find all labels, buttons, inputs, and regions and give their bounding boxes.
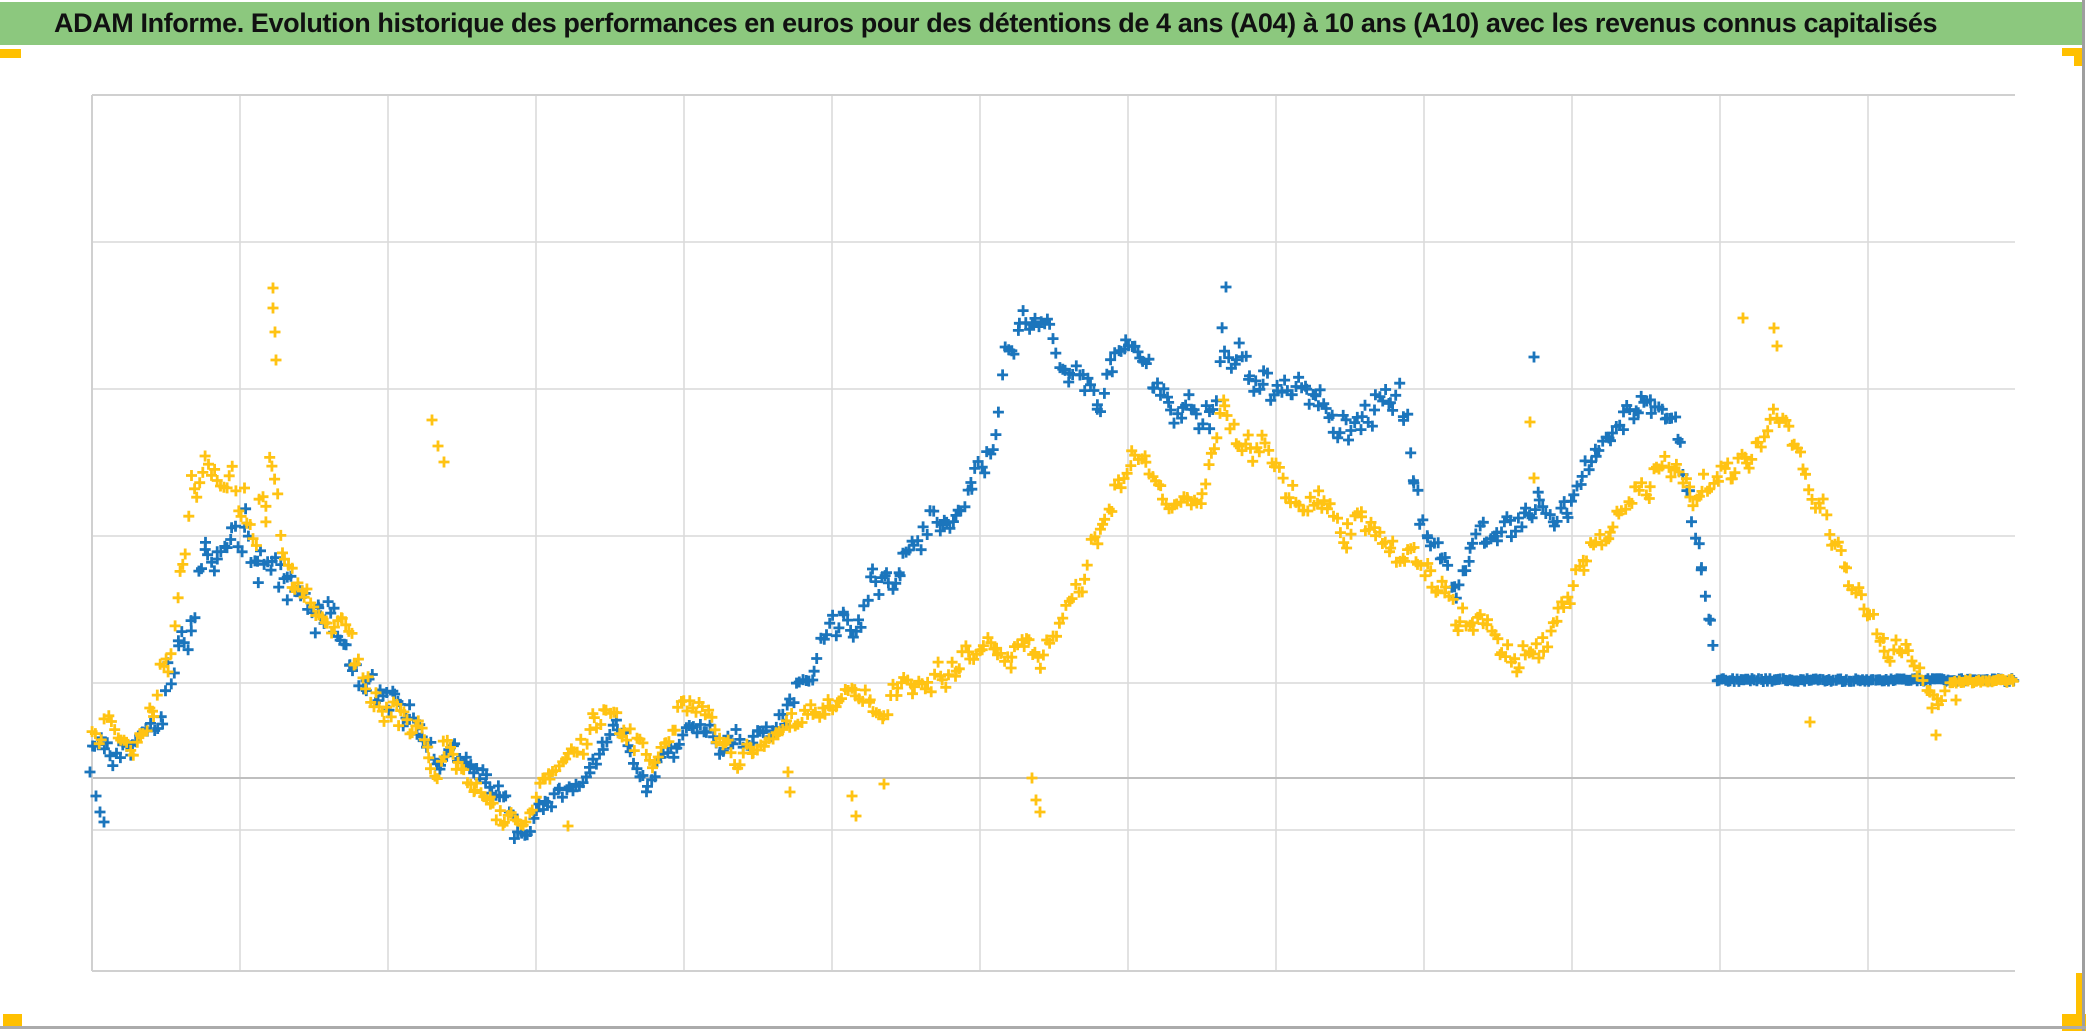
series-blue: [84, 281, 2020, 844]
top-right-corner-accent-v: [2074, 56, 2082, 66]
title-bar: ADAM Informe. Evolution historique des p…: [0, 2, 2082, 45]
scatter-points: [84, 281, 2020, 844]
top-right-corner-accent-h: [2062, 48, 2082, 56]
series-yellow: [86, 282, 2019, 832]
top-left-corner-accent: [0, 49, 21, 58]
gridlines: [91, 94, 2015, 972]
bottom-left-corner-accent: [3, 1014, 22, 1026]
page-title: ADAM Informe. Evolution historique des p…: [54, 8, 1938, 38]
chart-area: [0, 45, 2082, 1026]
scatter-chart: [84, 94, 2020, 972]
bottom-right-corner-accent-v: [2076, 973, 2082, 1026]
bottom-window-edge: [0, 1026, 2086, 1029]
right-window-edge: [2082, 0, 2085, 1031]
